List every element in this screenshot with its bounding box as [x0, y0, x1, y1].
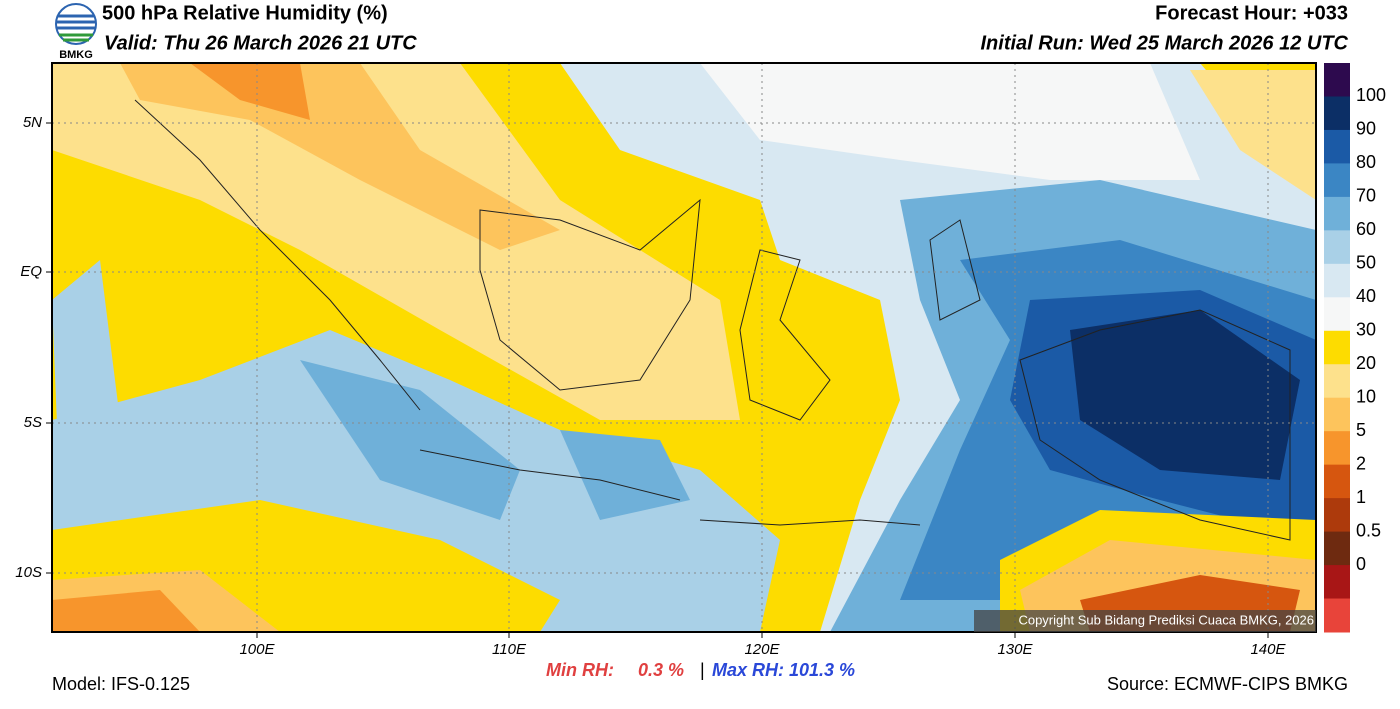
- min-label: Min RH:: [546, 660, 614, 680]
- colorbar-band: [1324, 163, 1350, 198]
- colorbar-label: 40: [1356, 286, 1376, 306]
- humidity-field: [52, 63, 1316, 632]
- lon-label: 110E: [492, 641, 527, 658]
- colorbar-label: 2: [1356, 453, 1366, 473]
- separator: |: [700, 660, 705, 680]
- copyright-box: [974, 610, 1316, 632]
- copyright: Copyright Sub Bidang Prediksi Cuaca BMKG…: [1018, 612, 1314, 627]
- lon-label: 120E: [744, 641, 780, 658]
- colorbar-band: [1324, 431, 1350, 466]
- colorbar-band: [1324, 129, 1350, 164]
- colorbar-band: [1324, 297, 1350, 332]
- colorbar-label: 0.5: [1356, 520, 1381, 540]
- initial-run: Initial Run: Wed 25 March 2026 12 UTC: [980, 32, 1348, 54]
- colorbar-label: 30: [1356, 320, 1376, 340]
- forecast-hour: Forecast Hour: +033: [1155, 2, 1348, 24]
- lat-label: EQ: [20, 263, 42, 280]
- title: 500 hPa Relative Humidity (%): [102, 2, 388, 24]
- map-frame: [51, 62, 1317, 633]
- lon-label: 140E: [1250, 641, 1286, 658]
- colorbar-band: [1324, 531, 1350, 566]
- lat-label: 10S: [15, 564, 42, 581]
- colorbar-band: [1324, 364, 1350, 399]
- model: Model: IFS-0.125: [52, 674, 190, 694]
- colorbar-band: [1324, 464, 1350, 499]
- colorbar-band: [1324, 96, 1350, 131]
- colorbar-band: [1324, 598, 1350, 633]
- lon-label: 100E: [239, 641, 275, 658]
- colorbar-band: [1324, 263, 1350, 298]
- colorbar-band: [1324, 330, 1350, 365]
- valid-time: Valid: Thu 26 March 2026 21 UTC: [104, 32, 417, 54]
- lat-label: 5S: [24, 414, 42, 431]
- colorbar-label: 90: [1356, 119, 1376, 139]
- min-value: 0.3 %: [638, 660, 684, 680]
- colorbar-label: 50: [1356, 253, 1376, 273]
- colorbar-band: [1324, 196, 1350, 231]
- colorbar-label: 70: [1356, 186, 1376, 206]
- colorbar-label: 20: [1356, 353, 1376, 373]
- logo: BMKG: [55, 3, 97, 61]
- source: Source: ECMWF-CIPS BMKG: [1107, 674, 1348, 694]
- colorbar-label: 100: [1356, 85, 1386, 105]
- colorbar-band: [1324, 565, 1350, 600]
- colorbar-label: 1: [1356, 487, 1366, 507]
- colorbar-label: 60: [1356, 219, 1376, 239]
- colorbar-label: 10: [1356, 386, 1376, 406]
- max-label: Max RH: 101.3 %: [712, 660, 855, 680]
- colorbar-band: [1324, 397, 1350, 432]
- colorbar-label: 5: [1356, 420, 1366, 440]
- colorbar-label: 0: [1356, 554, 1366, 574]
- lat-label: 5N: [23, 114, 42, 131]
- logo-text: BMKG: [59, 49, 93, 61]
- colorbar-band: [1324, 498, 1350, 533]
- lon-label: 130E: [997, 641, 1033, 658]
- colorbar-label: 80: [1356, 152, 1376, 172]
- colorbar: 100 90 80 70 60 50 40 30 20 10 5 2 1 0.5 0: [1324, 63, 1386, 633]
- colorbar-band: [1324, 230, 1350, 265]
- colorbar-band: [1324, 63, 1350, 97]
